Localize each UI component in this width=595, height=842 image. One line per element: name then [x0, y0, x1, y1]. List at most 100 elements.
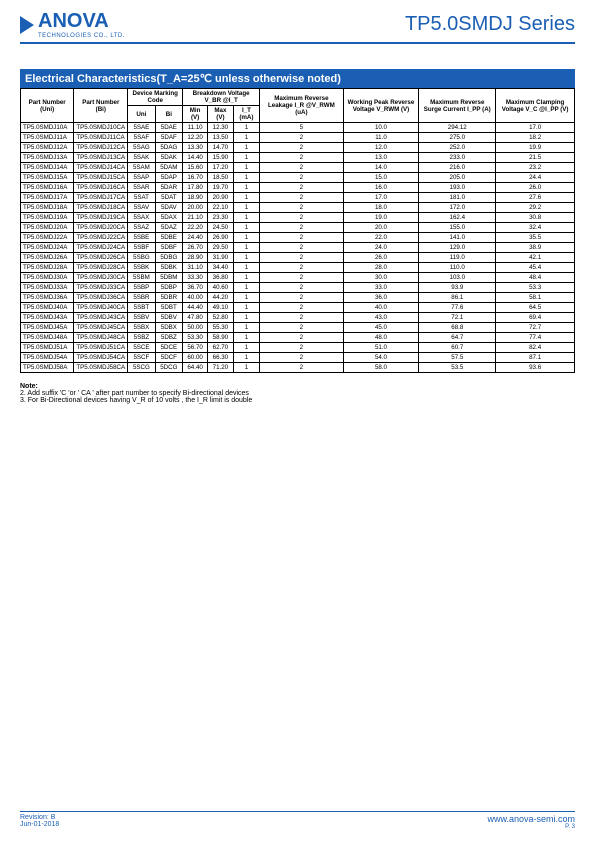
table-cell: 5DBX [155, 323, 183, 333]
table-row: TP5.0SMDJ13ATP5.0SMDJ13CA5SAK5DAK14.4015… [21, 153, 575, 163]
table-cell: 44.40 [183, 303, 208, 313]
table-cell: 53.3 [496, 283, 575, 293]
table-cell: 5SCG [128, 363, 155, 373]
footer-right: www.anova-semi.com P. 3 [487, 814, 575, 830]
table-row: TP5.0SMDJ10ATP5.0SMDJ10CA5SAE5DAE11.1012… [21, 123, 575, 133]
table-row: TP5.0SMDJ14ATP5.0SMDJ14CA5SAM5DAM15.6017… [21, 163, 575, 173]
characteristics-table: Part Number (Uni) Part Number (Bi) Devic… [20, 88, 575, 373]
table-cell: 48.0 [343, 333, 419, 343]
table-cell: 1 [233, 303, 259, 313]
col-work-peak: Working Peak Reverse Voltage V_RWM (V) [343, 89, 419, 123]
table-row: TP5.0SMDJ58ATP5.0SMDJ58CA5SCG5DCG64.4071… [21, 363, 575, 373]
table-cell: 40.60 [208, 283, 234, 293]
table-cell: TP5.0SMDJ12A [21, 143, 74, 153]
table-cell: 2 [260, 213, 344, 223]
table-cell: 2 [260, 353, 344, 363]
table-cell: 2 [260, 303, 344, 313]
table-cell: 2 [260, 203, 344, 213]
table-cell: 141.0 [419, 233, 496, 243]
table-cell: 24.40 [183, 233, 208, 243]
col-uni: Uni [128, 106, 155, 123]
table-cell: 64.5 [496, 303, 575, 313]
table-cell: TP5.0SMDJ10A [21, 123, 74, 133]
table-cell: 13.30 [183, 143, 208, 153]
table-cell: 110.0 [419, 263, 496, 273]
table-cell: 42.1 [496, 253, 575, 263]
table-cell: 5DBP [155, 283, 183, 293]
table-cell: 71.20 [208, 363, 234, 373]
table-cell: 19.0 [343, 213, 419, 223]
table-cell: 77.4 [496, 333, 575, 343]
table-cell: 103.0 [419, 273, 496, 283]
table-row: TP5.0SMDJ30ATP5.0SMDJ30CA5SBM5DBM33.3036… [21, 273, 575, 283]
table-cell: 64.40 [183, 363, 208, 373]
table-cell: TP5.0SMDJ45CA [74, 323, 128, 333]
table-cell: 29.50 [208, 243, 234, 253]
table-row: TP5.0SMDJ48ATP5.0SMDJ48CA5SBZ5DBZ53.3058… [21, 333, 575, 343]
table-cell: 5SBT [128, 303, 155, 313]
table-cell: 28.0 [343, 263, 419, 273]
table-cell: 33.0 [343, 283, 419, 293]
table-cell: 2 [260, 263, 344, 273]
table-cell: 53.30 [183, 333, 208, 343]
table-cell: 5DAR [155, 183, 183, 193]
table-cell: 55.30 [208, 323, 234, 333]
table-cell: 1 [233, 183, 259, 193]
table-cell: 43.0 [343, 313, 419, 323]
table-cell: 20.90 [208, 193, 234, 203]
table-cell: 17.80 [183, 183, 208, 193]
table-cell: 5SAG [128, 143, 155, 153]
table-cell: 5DBF [155, 243, 183, 253]
table-cell: TP5.0SMDJ14A [21, 163, 74, 173]
table-cell: 2 [260, 283, 344, 293]
table-cell: 56.70 [183, 343, 208, 353]
table-cell: TP5.0SMDJ15CA [74, 173, 128, 183]
table-cell: 5SAF [128, 133, 155, 143]
table-cell: 5DAV [155, 203, 183, 213]
table-cell: 45.0 [343, 323, 419, 333]
table-row: TP5.0SMDJ11ATP5.0SMDJ11CA5SAF5DAF12.2013… [21, 133, 575, 143]
table-cell: 64.7 [419, 333, 496, 343]
table-cell: 5DBK [155, 263, 183, 273]
table-cell: 15.0 [343, 173, 419, 183]
table-cell: 48.4 [496, 273, 575, 283]
table-cell: TP5.0SMDJ54CA [74, 353, 128, 363]
table-cell: 31.10 [183, 263, 208, 273]
table-cell: 1 [233, 233, 259, 243]
table-cell: 17.0 [343, 193, 419, 203]
table-cell: 5DBG [155, 253, 183, 263]
table-cell: 5DBR [155, 293, 183, 303]
table-cell: 18.2 [496, 133, 575, 143]
table-cell: 24.4 [496, 173, 575, 183]
table-cell: TP5.0SMDJ36A [21, 293, 74, 303]
table-cell: 31.90 [208, 253, 234, 263]
table-cell: TP5.0SMDJ26A [21, 253, 74, 263]
table-cell: 1 [233, 173, 259, 183]
table-cell: 33.30 [183, 273, 208, 283]
table-row: TP5.0SMDJ26ATP5.0SMDJ26CA5SBG5DBG28.9031… [21, 253, 575, 263]
table-cell: 275.0 [419, 133, 496, 143]
table-cell: 26.70 [183, 243, 208, 253]
table-row: TP5.0SMDJ51ATP5.0SMDJ51CA5SCE5DCE56.7062… [21, 343, 575, 353]
table-cell: TP5.0SMDJ11A [21, 133, 74, 143]
table-cell: TP5.0SMDJ24CA [74, 243, 128, 253]
table-cell: TP5.0SMDJ36CA [74, 293, 128, 303]
table-cell: 5SAX [128, 213, 155, 223]
table-cell: 1 [233, 213, 259, 223]
col-bi: Bi [155, 106, 183, 123]
table-row: TP5.0SMDJ22ATP5.0SMDJ22CA5SBE5DBE24.4026… [21, 233, 575, 243]
table-row: TP5.0SMDJ36ATP5.0SMDJ36CA5SBR5DBR40.0044… [21, 293, 575, 303]
table-cell: TP5.0SMDJ43A [21, 313, 74, 323]
table-cell: 2 [260, 163, 344, 173]
table-row: TP5.0SMDJ28ATP5.0SMDJ28CA5SBK5DBK31.1034… [21, 263, 575, 273]
table-cell: 16.0 [343, 183, 419, 193]
table-cell: 36.0 [343, 293, 419, 303]
table-cell: 5DAG [155, 143, 183, 153]
table-cell: 5DAM [155, 163, 183, 173]
table-cell: 5DBT [155, 303, 183, 313]
table-cell: 129.0 [419, 243, 496, 253]
table-cell: 2 [260, 153, 344, 163]
table-cell: 5SBE [128, 233, 155, 243]
table-row: TP5.0SMDJ43ATP5.0SMDJ43CA5SBV5DBV47.8052… [21, 313, 575, 323]
table-cell: 11.0 [343, 133, 419, 143]
